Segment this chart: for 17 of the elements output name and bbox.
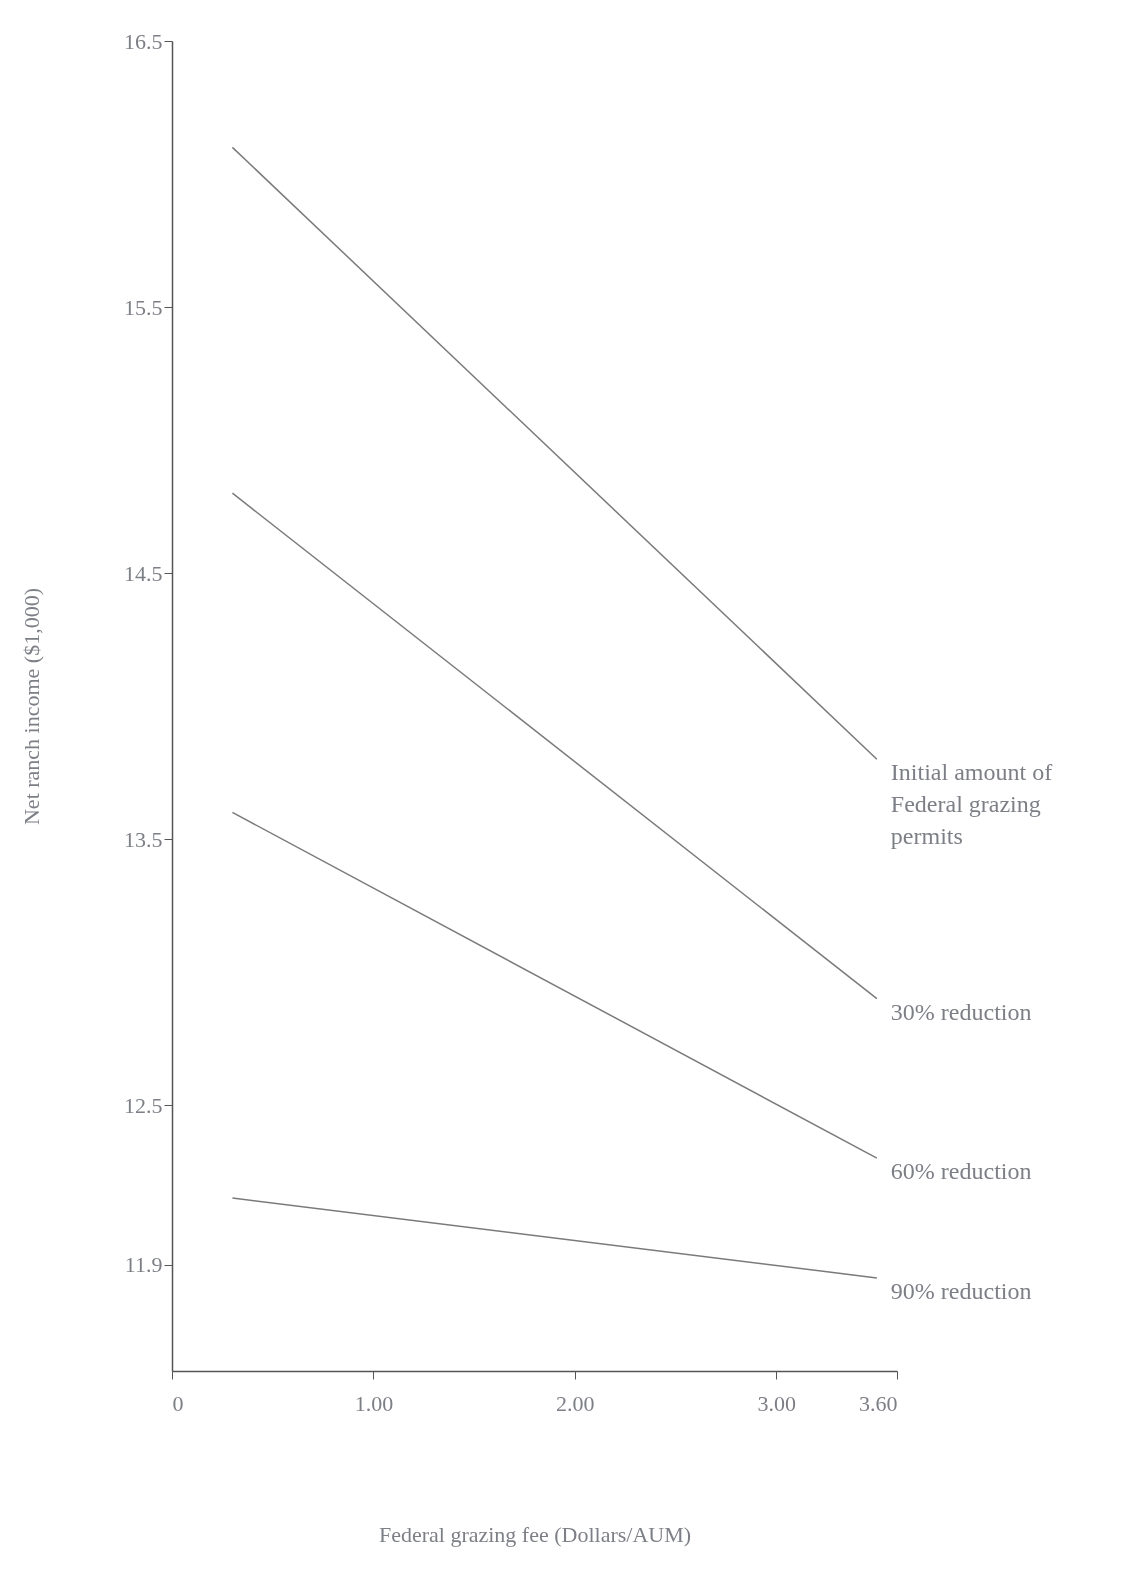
y-tick-label: 15.5 (124, 294, 163, 320)
x-tick-label: 3.00 (757, 1390, 796, 1416)
x-tick-label: 3.60 (859, 1390, 898, 1416)
series-label: 90% reduction (890, 1277, 1032, 1304)
series-label: Initial amount of Federal grazing permits (890, 759, 1053, 850)
series-label: 60% reduction (890, 1158, 1032, 1185)
x-tick-label: 0 (172, 1390, 184, 1416)
x-tick-label: 2.00 (556, 1390, 595, 1416)
y-tick-label: 16.5 (124, 28, 163, 54)
y-tick-label: 13.5 (124, 826, 163, 852)
y-tick-label: 14.5 (124, 560, 163, 586)
series-label: 30% reduction (890, 998, 1032, 1025)
y-axis-title: Net ranch income ($1,000) (19, 587, 44, 826)
y-tick-label: 11.9 (124, 1252, 163, 1278)
y-tick-label: 12.5 (124, 1092, 163, 1118)
x-tick-label: 1.00 (354, 1390, 394, 1416)
x-axis-title: Federal grazing fee (Dollars/AUM) (378, 1521, 692, 1547)
